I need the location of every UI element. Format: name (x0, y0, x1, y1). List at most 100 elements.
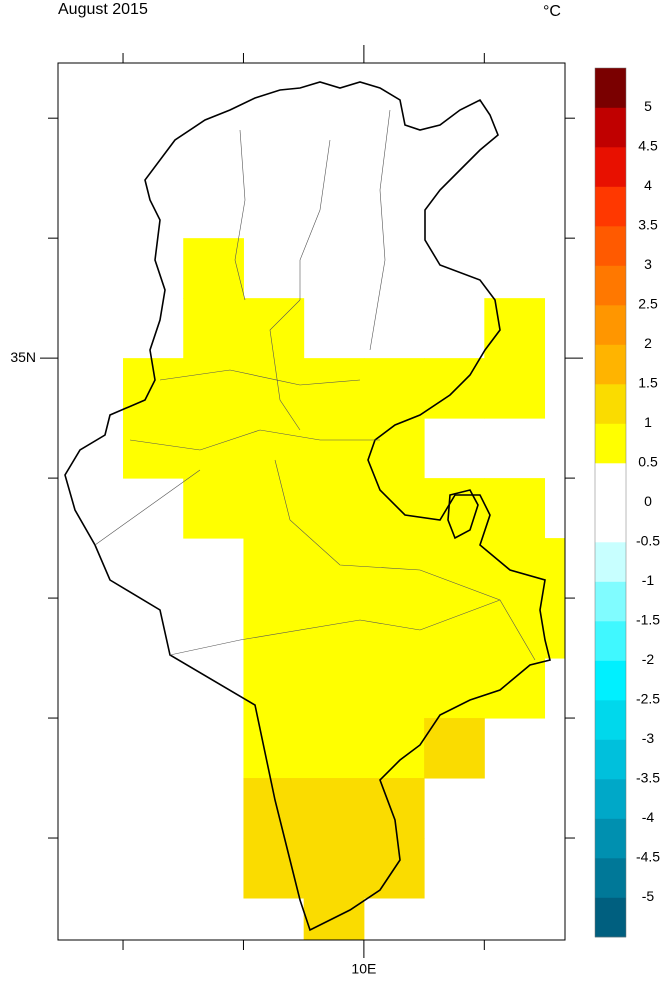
colorbar-label: 1 (644, 414, 652, 430)
grid-cell (303, 778, 365, 839)
grid-cell (243, 838, 305, 899)
colorbar-label: 4.5 (638, 138, 658, 154)
colorbar-label: 5 (644, 98, 652, 114)
colorbar-box (595, 897, 626, 938)
grid-cell (183, 238, 244, 299)
grid-cell (424, 658, 485, 719)
grid-cell (363, 358, 425, 419)
colorbar-box (595, 739, 626, 780)
grid-cell (183, 418, 244, 479)
colorbar-box (595, 147, 626, 187)
colorbar-box (595, 344, 626, 385)
colorbar-box (595, 581, 626, 622)
grid-cell (183, 478, 244, 539)
map-title: August 2015 (58, 1, 148, 18)
grid-cell (303, 718, 365, 779)
grid-cell (243, 478, 305, 539)
colorbar-label: -3.5 (636, 770, 660, 786)
colorbar-label: -2 (642, 651, 655, 667)
colorbar-box (595, 858, 626, 898)
grid-cell (303, 838, 365, 899)
grid-cell (243, 598, 305, 659)
grid-cell (363, 598, 425, 659)
grid-cell (303, 598, 365, 659)
grid-cell (484, 658, 546, 719)
grid-cell (183, 358, 244, 419)
grid-cell (303, 658, 365, 719)
grid-cell (484, 298, 546, 359)
y-tick-label: 35N (10, 349, 36, 365)
grid-cell (303, 478, 365, 539)
colorbar-box (595, 502, 626, 543)
grid-cell (303, 418, 365, 479)
colorbar-box (595, 186, 626, 227)
colorbar-label: 4 (644, 177, 652, 193)
grid-cell (424, 358, 485, 419)
colorbar-label: 0 (644, 493, 652, 509)
colorbar-box (595, 305, 626, 345)
grid-cell (243, 298, 305, 359)
map-frame (57, 62, 566, 941)
colorbar-box (595, 68, 626, 108)
colorbar-label: -0.5 (636, 533, 660, 549)
grid-cells (123, 238, 565, 940)
colorbar-frame (594, 67, 627, 938)
x-tick-label: 10E (351, 961, 376, 977)
colorbar-box (595, 423, 626, 464)
grid-cell (544, 538, 565, 599)
grid-cell (544, 598, 565, 659)
colorbar-box (595, 700, 626, 740)
colorbar-label: -1 (642, 572, 655, 588)
colorbar-label: -5 (642, 888, 655, 904)
colorbar-label: 3.5 (638, 217, 658, 233)
colorbar-box (595, 107, 626, 148)
grid-cell (123, 418, 184, 479)
grid-cell (363, 658, 425, 719)
grid-cell (363, 418, 425, 479)
grid-cell (303, 358, 365, 419)
grid-cell (424, 538, 485, 599)
colorbar-box (595, 779, 626, 819)
grid-cell (243, 778, 305, 839)
colorbar-label: -4.5 (636, 849, 660, 865)
grid-cell (424, 598, 485, 659)
colorbar-label: -1.5 (636, 612, 660, 628)
grid-cell (303, 898, 365, 940)
colorbar: -5 -4.5 -4 -3.5 -3 -2.5 -2 -1.5 -1 -0.5 0 0.5 1 1.5 2 2… (594, 67, 660, 938)
grid-cell (183, 298, 244, 359)
colorbar-box (595, 384, 626, 424)
grid-cell (243, 538, 305, 599)
grid-cell (243, 658, 305, 719)
grid-cell (424, 478, 485, 539)
colorbar-box (595, 621, 626, 661)
grid-cell (484, 598, 546, 659)
colorbar-label: 2.5 (638, 296, 658, 312)
coastline (64, 81, 551, 932)
grid-cell (243, 418, 305, 479)
grid-cell (484, 358, 546, 419)
colorbar-box (595, 463, 626, 503)
grid-cell (243, 718, 305, 779)
grid-cell (484, 538, 546, 599)
colorbar-box (595, 542, 626, 582)
colorbar-box (595, 226, 626, 266)
colorbar-label: -2.5 (636, 691, 660, 707)
colorbar-label: 3 (644, 256, 652, 272)
unit-label: °C (543, 3, 561, 20)
colorbar-label: 0.5 (638, 454, 658, 470)
colorbar-label: -4 (642, 809, 655, 825)
colorbar-box (595, 818, 626, 859)
colorbar-label: 1.5 (638, 375, 658, 391)
grid-cell (243, 358, 305, 419)
grid-cell (484, 478, 546, 539)
grid-cell (424, 718, 485, 779)
grid-cell (363, 478, 425, 539)
djerba (447, 489, 479, 540)
grid-cell (363, 778, 425, 839)
boundaries (64, 81, 551, 932)
colorbar-label: 2 (644, 335, 652, 351)
colorbar-box (595, 660, 626, 701)
colorbar-box (595, 265, 626, 306)
colorbar-label: -3 (642, 730, 655, 746)
